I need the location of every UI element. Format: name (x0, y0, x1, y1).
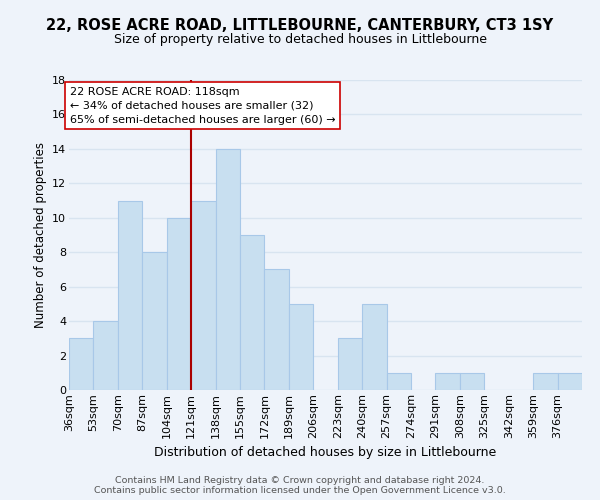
Y-axis label: Number of detached properties: Number of detached properties (34, 142, 47, 328)
Bar (265, 270, 289, 390)
Bar (167, 218, 191, 390)
Text: Contains public sector information licensed under the Open Government Licence v3: Contains public sector information licen… (94, 486, 506, 495)
Text: 22 ROSE ACRE ROAD: 118sqm
← 34% of detached houses are smaller (32)
65% of semi-: 22 ROSE ACRE ROAD: 118sqm ← 34% of detac… (70, 87, 335, 125)
Bar (557, 373, 582, 390)
Bar (69, 338, 94, 390)
Bar (94, 321, 118, 390)
Bar (289, 304, 313, 390)
Bar (142, 252, 167, 390)
Bar (240, 235, 265, 390)
Bar (533, 373, 557, 390)
Text: Contains HM Land Registry data © Crown copyright and database right 2024.: Contains HM Land Registry data © Crown c… (115, 476, 485, 485)
Bar (436, 373, 460, 390)
Text: Size of property relative to detached houses in Littlebourne: Size of property relative to detached ho… (113, 32, 487, 46)
X-axis label: Distribution of detached houses by size in Littlebourne: Distribution of detached houses by size … (154, 446, 497, 459)
Bar (215, 149, 240, 390)
Bar (460, 373, 484, 390)
Bar (191, 200, 215, 390)
Bar (118, 200, 142, 390)
Bar (338, 338, 362, 390)
Text: 22, ROSE ACRE ROAD, LITTLEBOURNE, CANTERBURY, CT3 1SY: 22, ROSE ACRE ROAD, LITTLEBOURNE, CANTER… (46, 18, 554, 32)
Bar (386, 373, 411, 390)
Bar (362, 304, 386, 390)
